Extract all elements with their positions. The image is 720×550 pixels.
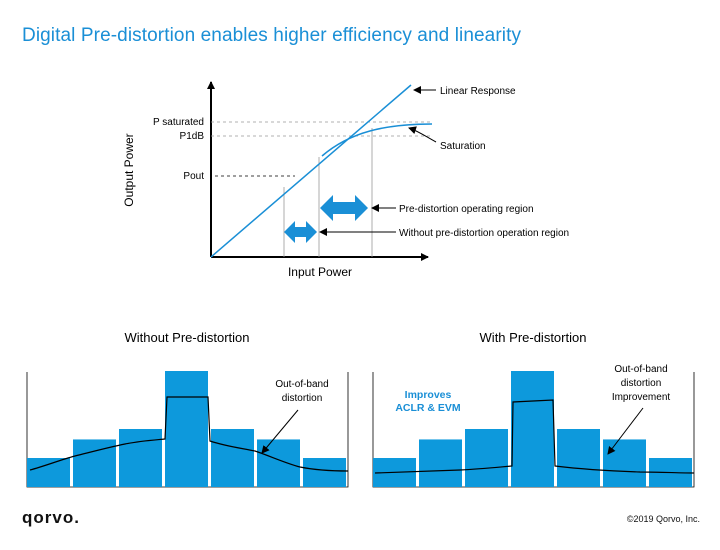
top-chart: Output Power Input Power P saturated P1d… <box>122 81 569 279</box>
left-panel: Without Pre-distortion Out-of-band disto… <box>26 330 349 488</box>
linear-response-line <box>210 84 412 258</box>
left-annotation-arrow <box>261 409 299 454</box>
spectrum-bar <box>119 429 162 487</box>
left-distortion-curve <box>29 396 349 472</box>
right-annotation-arrow <box>607 407 644 455</box>
pout-label: Pout <box>183 171 204 182</box>
p-saturated-label: P saturated <box>153 117 204 128</box>
spectrum-bar <box>557 429 600 487</box>
spectrum-bar <box>511 371 554 487</box>
left-panel-heading: Without Pre-distortion <box>125 330 250 345</box>
linear-response-label: Linear Response <box>440 86 516 97</box>
predistortion-region-arrow <box>320 195 368 221</box>
copyright-text: ©2019 Qorvo, Inc. <box>626 514 700 524</box>
right-callout-line2: ACLR & EVM <box>395 402 461 414</box>
predistortion-region-label: Pre-distortion operating region <box>399 204 534 215</box>
spectrum-bar <box>73 439 116 487</box>
spectrum-bar <box>419 439 462 487</box>
left-annotation-line1: Out-of-band <box>275 379 328 390</box>
right-distortion-curve <box>374 399 695 474</box>
without-region-label: Without pre-distortion operation region <box>399 228 569 239</box>
spectrum-bar <box>211 429 254 487</box>
p1db-label: P1dB <box>180 131 205 142</box>
left-annotation-line2: distortion <box>282 393 323 404</box>
saturation-callout-arrow <box>408 126 437 143</box>
saturation-label: Saturation <box>440 141 486 152</box>
spectrum-bar <box>257 439 300 487</box>
right-annotation-line1: Out-of-band <box>614 364 667 375</box>
right-spectrum-bars <box>373 371 692 487</box>
qorvo-logo: qorvo. <box>22 508 80 527</box>
right-callout-line1: Improves <box>405 389 452 401</box>
page-title: Digital Pre-distortion enables higher ef… <box>22 25 522 46</box>
spectrum-bar <box>27 458 70 487</box>
right-panel-heading: With Pre-distortion <box>480 330 587 345</box>
right-annotation-line3: Improvement <box>612 392 671 403</box>
spectrum-bar <box>603 439 646 487</box>
spectrum-bar <box>303 458 346 487</box>
spectrum-bar <box>465 429 508 487</box>
y-axis-label: Output Power <box>122 133 136 206</box>
spectrum-bar <box>165 371 208 487</box>
without-region-arrow <box>284 221 317 243</box>
right-panel: With Pre-distortion Improves ACLR & EVM … <box>372 330 695 488</box>
right-annotation-line2: distortion <box>621 378 662 389</box>
saturation-curve <box>321 123 433 157</box>
x-axis-label: Input Power <box>288 265 352 279</box>
